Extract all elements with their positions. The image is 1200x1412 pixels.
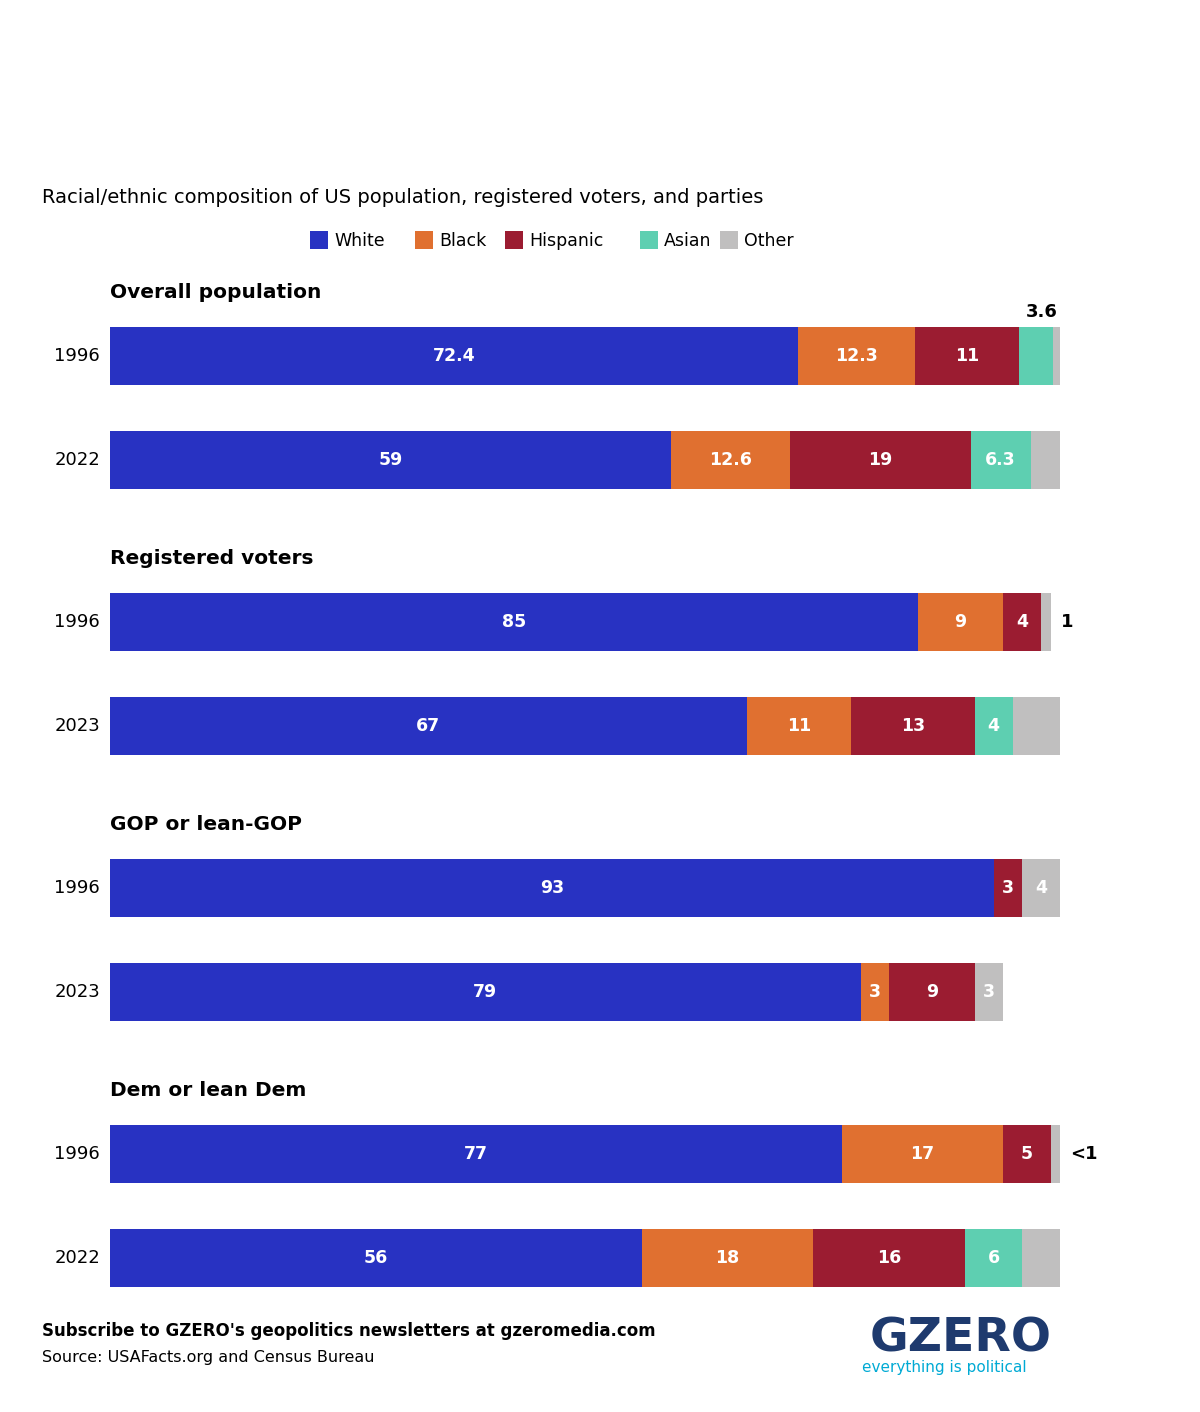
Text: GZERO: GZERO: [870, 1316, 1052, 1361]
Bar: [110, 1228, 642, 1286]
Text: 1996: 1996: [54, 880, 100, 897]
Text: 2022: 2022: [54, 450, 100, 469]
Text: 12.3: 12.3: [835, 347, 877, 364]
Text: 3: 3: [1002, 880, 1014, 897]
Text: 5: 5: [1021, 1145, 1033, 1163]
Bar: [974, 963, 1003, 1021]
Bar: [746, 698, 851, 755]
Bar: [1050, 1125, 1060, 1183]
Text: Registered voters: Registered voters: [110, 549, 313, 568]
Text: 56: 56: [364, 1250, 388, 1267]
Text: 1996: 1996: [54, 1145, 100, 1163]
Bar: [1031, 431, 1060, 489]
Bar: [814, 1228, 965, 1286]
Bar: [1013, 698, 1060, 755]
Bar: [918, 593, 1003, 651]
Bar: [415, 232, 433, 249]
Bar: [671, 431, 791, 489]
Bar: [798, 328, 914, 385]
Text: 67: 67: [416, 717, 440, 736]
Text: 2022: 2022: [54, 1250, 100, 1267]
Text: 3: 3: [983, 983, 995, 1001]
Text: 77: 77: [463, 1145, 487, 1163]
Bar: [110, 1125, 841, 1183]
Text: Asian: Asian: [664, 232, 712, 250]
Text: Dem or lean Dem: Dem or lean Dem: [110, 1082, 306, 1100]
Text: Source: USAFacts.org and Census Bureau: Source: USAFacts.org and Census Bureau: [42, 1350, 374, 1365]
Bar: [860, 963, 889, 1021]
Bar: [994, 858, 1022, 916]
Bar: [640, 232, 658, 249]
Bar: [1042, 593, 1050, 651]
Text: 6: 6: [988, 1250, 1000, 1267]
Text: 79: 79: [473, 983, 497, 1001]
Bar: [841, 1125, 1003, 1183]
Text: 4: 4: [988, 717, 1000, 736]
Bar: [642, 1228, 814, 1286]
Text: 85: 85: [502, 613, 526, 631]
Text: 13: 13: [901, 717, 925, 736]
Text: Race, ethnicity, and party in the USA: Race, ethnicity, and party in the USA: [42, 56, 1198, 110]
Bar: [720, 232, 738, 249]
Bar: [110, 858, 994, 916]
Bar: [310, 232, 328, 249]
Text: 9: 9: [954, 613, 966, 631]
Bar: [110, 698, 746, 755]
Text: 16: 16: [877, 1250, 901, 1267]
Text: 4: 4: [1016, 613, 1028, 631]
Text: 2023: 2023: [54, 983, 100, 1001]
Text: 18: 18: [715, 1250, 739, 1267]
Bar: [110, 963, 860, 1021]
Text: Subscribe to GZERO's geopolitics newsletters at gzeromedia.com: Subscribe to GZERO's geopolitics newslet…: [42, 1322, 655, 1340]
Bar: [110, 431, 671, 489]
Bar: [1003, 593, 1042, 651]
Bar: [971, 431, 1031, 489]
Text: Overall population: Overall population: [110, 282, 322, 302]
Bar: [1022, 1228, 1060, 1286]
Text: Black: Black: [439, 232, 486, 250]
Text: 6.3: 6.3: [985, 450, 1016, 469]
Text: <1: <1: [1070, 1145, 1098, 1163]
Text: 93: 93: [540, 880, 564, 897]
Text: Other: Other: [744, 232, 793, 250]
Text: 19: 19: [869, 450, 893, 469]
Text: 3.6: 3.6: [1026, 304, 1057, 321]
Bar: [851, 698, 974, 755]
Text: 12.6: 12.6: [709, 450, 751, 469]
Bar: [965, 1228, 1022, 1286]
Text: Hispanic: Hispanic: [529, 232, 604, 250]
Text: 72.4: 72.4: [432, 347, 475, 364]
Text: GOP or lean-GOP: GOP or lean-GOP: [110, 815, 302, 834]
Bar: [1022, 858, 1060, 916]
Bar: [1019, 328, 1054, 385]
Text: 1: 1: [1061, 613, 1073, 631]
Text: 59: 59: [378, 450, 402, 469]
Bar: [889, 963, 974, 1021]
Bar: [914, 328, 1019, 385]
Text: Racial/ethnic composition of US population, registered voters, and parties: Racial/ethnic composition of US populati…: [42, 188, 763, 208]
Text: 2023: 2023: [54, 717, 100, 736]
Text: 17: 17: [910, 1145, 935, 1163]
Bar: [110, 328, 798, 385]
Bar: [791, 431, 971, 489]
Text: 1996: 1996: [54, 347, 100, 364]
Text: 4: 4: [1034, 880, 1046, 897]
Text: White: White: [334, 232, 385, 250]
Text: 3: 3: [869, 983, 881, 1001]
Text: everything is political: everything is political: [862, 1360, 1027, 1375]
Text: 11: 11: [955, 347, 979, 364]
Bar: [505, 232, 523, 249]
Text: 9: 9: [925, 983, 938, 1001]
Bar: [1054, 328, 1060, 385]
Bar: [110, 593, 918, 651]
Text: 11: 11: [787, 717, 811, 736]
Bar: [974, 698, 1013, 755]
Text: 1996: 1996: [54, 613, 100, 631]
Bar: [1003, 1125, 1050, 1183]
